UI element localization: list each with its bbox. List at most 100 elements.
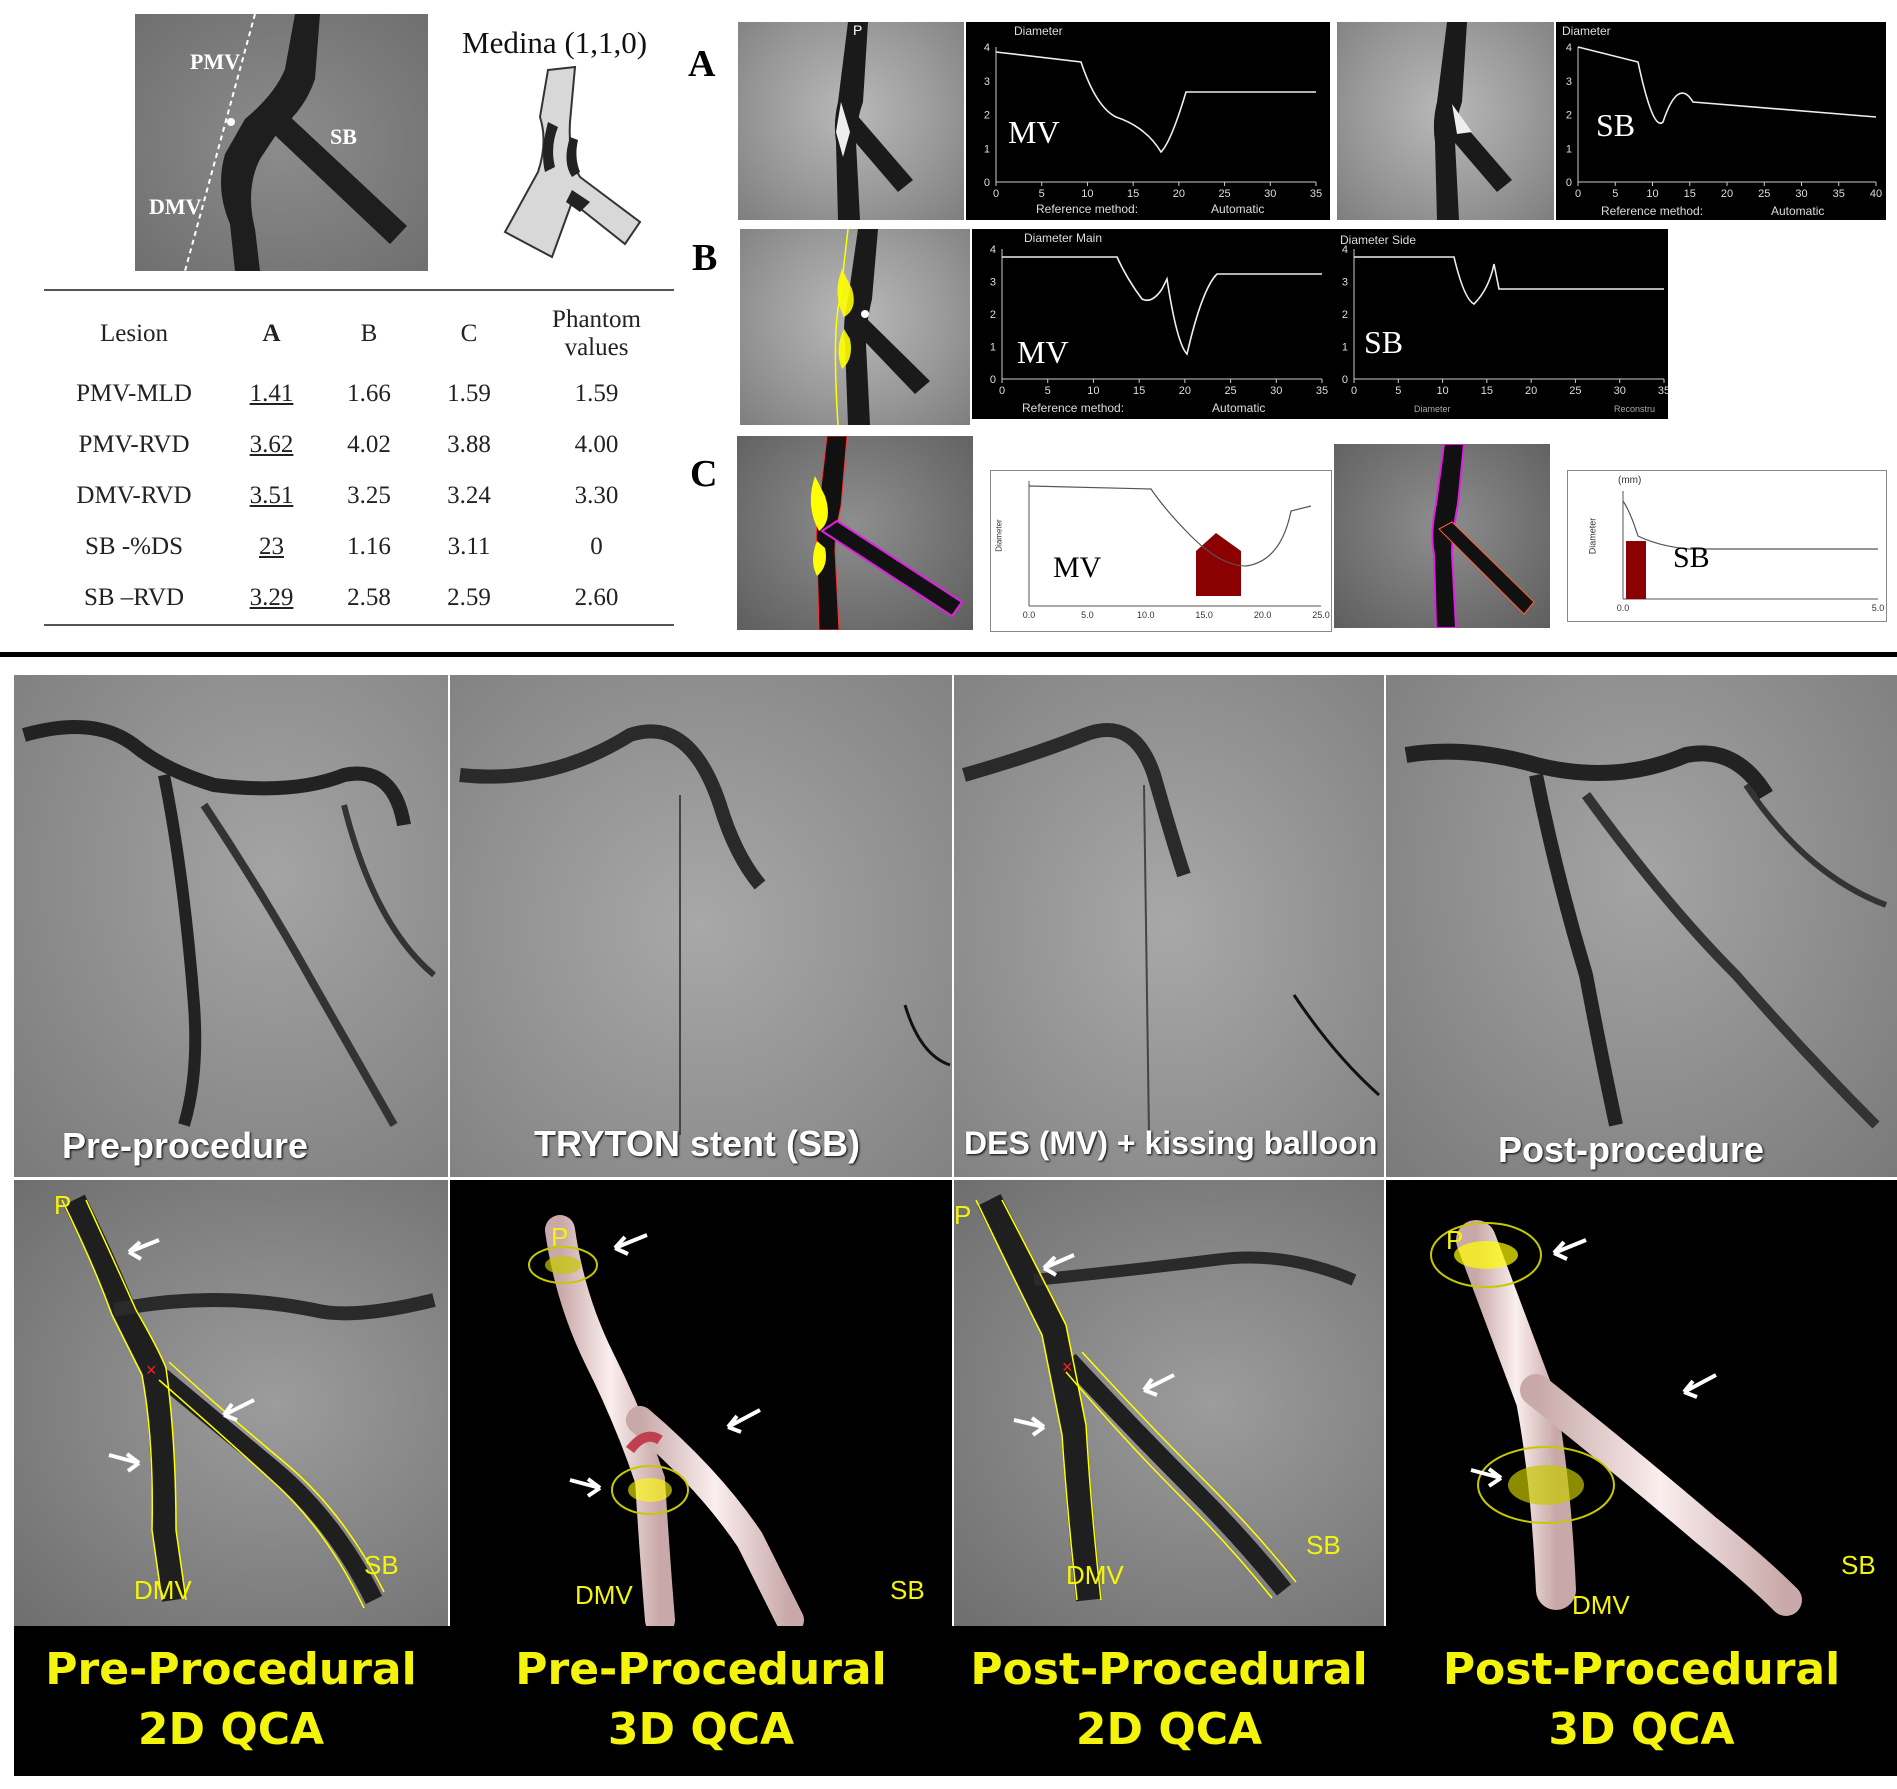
phantom-image: PMV SB DMV (135, 13, 428, 272)
legend-reconstructed: Reconstru (1614, 404, 1656, 414)
table-rule-top (44, 289, 674, 291)
cell-a: 1.41 (249, 379, 294, 407)
sb-label: SB (1596, 107, 1636, 143)
panel-a-mv-chart: 0 5 10 15 20 25 30 35 0 1 2 3 4 Diameter MV Referenc… (966, 22, 1330, 220)
panel-a-angio-mv: P (738, 22, 964, 220)
lesion-area (1196, 533, 1241, 596)
qca-post-3d: P DMV SB (1386, 1180, 1897, 1626)
x-tick-label: 25 (1569, 385, 1581, 397)
panel-b-sb-chart: 0 5 10 15 20 25 30 35 0 1 2 3 4 Diameter Side SB Dia… (1334, 229, 1670, 419)
vessel-drawing (834, 228, 930, 426)
vessel-drawing (1433, 22, 1512, 220)
label-line1: Post-Procedural (1442, 1644, 1841, 1695)
qca-pre-3d: P DMV SB (450, 1180, 952, 1635)
x-tick-label: 10 (1646, 188, 1658, 200)
diameter-curve (1028, 485, 1312, 567)
header-lesion: Lesion (99, 320, 169, 347)
cell-phantom: 2.60 (574, 583, 619, 611)
x-tick-label: 25 (1758, 188, 1770, 200)
x-tick-label: 5 (1045, 385, 1051, 397)
mv-label: MV (1053, 551, 1102, 584)
proximal-marker: P (551, 1222, 569, 1252)
x-tick-label: 0.0 (1023, 610, 1036, 620)
x-tick-label: 15.0 (1195, 610, 1213, 620)
y-tick-label: 2 (1342, 309, 1348, 321)
cell-c: 3.88 (447, 430, 491, 458)
medina-label: Medina (1,1,0) (462, 25, 648, 60)
panel-b-angio (740, 228, 970, 426)
x-tick-label: 5.0 (1872, 603, 1885, 613)
procedure-caption: DES (MV) + kissing balloon (964, 1125, 1378, 1161)
mv-diameter-plot: 0.0 5.0 10.0 15.0 20.0 25.0 (1023, 481, 1330, 620)
cell-b: 1.66 (347, 379, 391, 407)
vessel-drawing (1431, 443, 1535, 629)
vessel-drawing (834, 22, 913, 220)
label-line2: 2D QCA (137, 1704, 325, 1755)
x-tick-label: 15 (1133, 385, 1145, 397)
x-tick-label: 30 (1614, 385, 1626, 397)
x-tick-label: 15 (1684, 188, 1696, 200)
sb-diameter-plot: 0.0 5.0 (1617, 491, 1885, 613)
sb-label: SB (890, 1575, 925, 1605)
x-tick-label: 35 (1310, 188, 1322, 200)
x-tick-label: 0 (1351, 385, 1357, 397)
cell-lesion: SB -%DS (85, 532, 183, 560)
x-tick-label: 0 (999, 385, 1005, 397)
label-pre-2d: Pre-Procedural 2D QCA (14, 1640, 448, 1760)
chart-title: Diameter Main (1024, 231, 1103, 245)
x-tick-label: 20 (1721, 188, 1733, 200)
cell-lesion: SB –RVD (83, 583, 185, 611)
dmv-label: DMV (134, 1575, 192, 1605)
y-tick-label: 3 (1342, 277, 1348, 289)
x-tick-label: 10 (1081, 188, 1093, 200)
vessel-drawing (810, 435, 964, 631)
dmv-label: DMV (575, 1580, 633, 1610)
section-divider (0, 652, 1897, 657)
ref-method: Reference method: (1601, 204, 1704, 218)
qca-post-2d: × P DMV SB (954, 1180, 1384, 1626)
y-tick-label: 4 (1342, 244, 1348, 256)
panel-a-angio-sb (1337, 22, 1554, 220)
y-axis-label: Diameter (1587, 517, 1598, 555)
sb-diameter-side-plot: 0 5 10 15 20 25 30 35 0 1 2 3 4 (1342, 244, 1670, 397)
label-post-2d: Post-Procedural 2D QCA (954, 1640, 1384, 1760)
cell-c: 2.59 (447, 583, 491, 611)
legend-diameter: Diameter (1414, 404, 1451, 414)
label-line1: Pre-Procedural (45, 1644, 417, 1695)
y-tick-label: 0 (990, 374, 996, 386)
procedure-angio-des: DES (MV) + kissing balloon (954, 675, 1384, 1177)
ref-method: Reference method: (1036, 202, 1139, 216)
y-tick-label: 4 (990, 244, 996, 256)
label-line2: 3D QCA (1548, 1704, 1735, 1755)
mv-diameter-plot: 0 5 10 15 20 25 30 35 0 1 2 3 4 (984, 42, 1322, 200)
sb-label: SB (1673, 541, 1710, 574)
dmv-label: DMV (1572, 1590, 1630, 1620)
procedure-angio-tryton: TRYTON stent (SB) (450, 675, 952, 1177)
svg-text:×: × (1062, 1357, 1073, 1377)
dmv-label: DMV (149, 194, 202, 219)
y-tick-label: 1 (1342, 342, 1348, 354)
y-tick-label: 0 (984, 177, 990, 189)
y-tick-label: 4 (1566, 42, 1572, 54)
label-line1: Pre-Procedural (515, 1644, 887, 1695)
cell-a: 3.62 (249, 430, 294, 458)
x-tick-label: 10 (1087, 385, 1099, 397)
proximal-marker: P (954, 1200, 972, 1230)
y-tick-label: 2 (990, 309, 996, 321)
sb-label: SB (330, 124, 357, 149)
cell-a: 3.29 (249, 583, 294, 611)
panel-c-angio-sb (1334, 443, 1550, 629)
proximal-marker: P (1446, 1225, 1464, 1255)
x-tick-label: 15 (1127, 188, 1139, 200)
panel-b-mv-chart: 0 5 10 15 20 25 30 35 0 1 2 3 4 Diameter Main MV Ref… (972, 229, 1334, 419)
chart-title: Diameter (1014, 24, 1063, 38)
x-tick-label: 35 (1316, 385, 1328, 397)
x-tick-label: 25.0 (1312, 610, 1330, 620)
ref-auto: Automatic (1211, 202, 1265, 216)
diameter-curve (1002, 256, 1322, 356)
sb-label: SB (1364, 324, 1404, 360)
vessel-drawing (1404, 743, 1888, 1129)
y-tick-label: 1 (984, 143, 990, 155)
procedure-angio-post: Post-procedure (1386, 675, 1897, 1177)
procedure-caption: Pre-procedure (62, 1125, 309, 1166)
